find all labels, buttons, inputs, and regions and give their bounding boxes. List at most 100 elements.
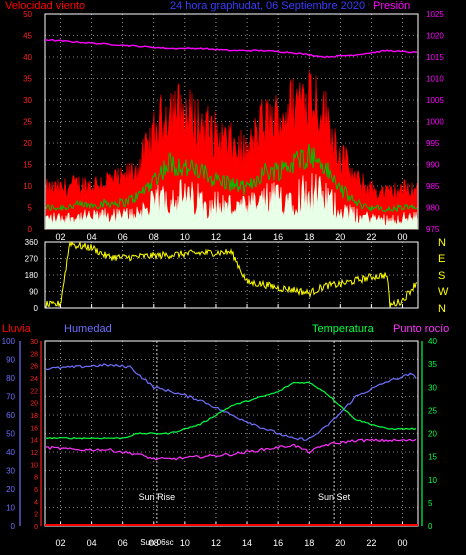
- humidity-ytick-9: 90: [6, 356, 15, 365]
- direction-ytick-4: 360: [25, 238, 39, 247]
- rain-ytick-13: 26: [30, 364, 38, 371]
- climate-xlabel-4: 10: [180, 538, 190, 548]
- pressure-ytick-7: 1010: [426, 75, 444, 84]
- rain-ytick-5: 10: [30, 462, 38, 469]
- temp-ytick-8: 40: [428, 337, 437, 346]
- temp-ytick-5: 25: [428, 406, 437, 415]
- direction-ytick-0: 0: [34, 304, 39, 313]
- rain-ytick-7: 14: [30, 438, 38, 445]
- pressure-ytick-4: 995: [426, 139, 440, 148]
- wind-ytick-9: 45: [23, 32, 32, 41]
- temperature-series: [45, 381, 417, 440]
- wind-xlabel-6: 14: [242, 232, 252, 242]
- compass-label-4: N: [438, 237, 446, 249]
- wind-average-series: [45, 143, 418, 213]
- climate-xlabel-9: 20: [335, 538, 345, 548]
- climate-xlabel-7: 16: [273, 538, 283, 548]
- rain-ytick-6: 12: [30, 450, 38, 457]
- pressure-ytick-1: 980: [426, 204, 440, 213]
- pressure-series: [44, 38, 418, 59]
- dewpoint-label: Punto rocío: [393, 323, 449, 335]
- humidity-label: Humedad: [64, 323, 112, 335]
- wind-xlabel-3: 08: [149, 232, 159, 242]
- climate-xlabel-10: 22: [366, 538, 376, 548]
- rain-label: Lluvia: [2, 323, 32, 335]
- wind-xlabel-1: 04: [87, 232, 97, 242]
- climate-xlabel-3: 08: [149, 538, 159, 548]
- pressure-ytick-8: 1015: [426, 53, 444, 62]
- rain-ytick-10: 20: [30, 401, 38, 408]
- temp-ytick-3: 15: [428, 453, 437, 462]
- pressure-ytick-5: 1000: [426, 118, 444, 127]
- sunrise-label: Sun Rise: [139, 492, 176, 502]
- humidity-ytick-5: 50: [6, 430, 15, 439]
- wind-xlabel-5: 12: [211, 232, 221, 242]
- wind-xlabel-9: 20: [335, 232, 345, 242]
- compass-label-0: N: [438, 303, 446, 315]
- pressure-ytick-9: 1020: [426, 32, 444, 41]
- wind-ytick-10: 50: [23, 10, 32, 19]
- wind-ytick-1: 5: [28, 204, 33, 213]
- rain-ytick-1: 2: [34, 512, 38, 519]
- temp-ytick-6: 30: [428, 383, 437, 392]
- wind-xlabel-2: 06: [118, 232, 128, 242]
- climate-xlabel-11: 00: [397, 538, 407, 548]
- wind-xlabel-7: 16: [273, 232, 283, 242]
- pressure-ytick-3: 990: [426, 161, 440, 170]
- compass-label-2: S: [438, 270, 445, 282]
- wind-speed-label: Velocidad viento: [5, 0, 85, 12]
- pressure-label: Presión: [373, 0, 410, 12]
- climate-xlabel-6: 14: [242, 538, 252, 548]
- pressure-ytick-2: 985: [426, 182, 440, 191]
- rain-ytick-2: 4: [34, 499, 38, 506]
- dewpoint-series: [45, 438, 417, 461]
- rain-ytick-14: 28: [30, 351, 38, 358]
- wind-low-series: [45, 173, 418, 230]
- rain-ytick-4: 8: [34, 475, 38, 482]
- direction-ytick-2: 180: [25, 271, 39, 280]
- pressure-ytick-6: 1005: [426, 96, 444, 105]
- rain-ytick-8: 16: [30, 425, 38, 432]
- wind-gust-series: [45, 70, 418, 230]
- rain-ytick-0: 0: [34, 524, 38, 531]
- humidity-ytick-10: 100: [2, 337, 16, 346]
- climate-xlabel-1: 04: [87, 538, 97, 548]
- rain-ytick-15: 30: [30, 339, 38, 346]
- wind-ytick-4: 20: [23, 139, 32, 148]
- humidity-ytick-2: 20: [6, 485, 15, 494]
- climate-xlabel-2: 06: [118, 538, 128, 548]
- compass-label-1: W: [438, 286, 449, 298]
- temp-ytick-7: 35: [428, 360, 437, 369]
- rain-ytick-11: 22: [30, 388, 38, 395]
- pressure-ytick-10: 1025: [426, 10, 444, 19]
- climate-xlabel-5: 12: [211, 538, 221, 548]
- direction-ytick-1: 90: [29, 288, 38, 297]
- pressure-ytick-0: 975: [426, 225, 440, 234]
- temperature-label: Temperatura: [312, 323, 375, 335]
- rain-ytick-3: 6: [34, 487, 38, 494]
- direction-series: [45, 240, 418, 308]
- wind-xlabel-11: 00: [397, 232, 407, 242]
- humidity-ytick-0: 0: [11, 522, 16, 531]
- wind-ytick-0: 0: [28, 225, 33, 234]
- humidity-ytick-4: 40: [6, 448, 15, 457]
- chart-title: 24 hora graphudat, 06 Septiembre 2020: [170, 0, 365, 12]
- climate-xlabel-8: 18: [304, 538, 314, 548]
- climate-xlabel-0: 02: [56, 538, 66, 548]
- temp-ytick-2: 10: [428, 476, 437, 485]
- wind-ytick-6: 30: [23, 96, 32, 105]
- rain-ytick-12: 24: [30, 376, 38, 383]
- humidity-series: [45, 363, 417, 442]
- wind-ytick-7: 35: [23, 75, 32, 84]
- temp-ytick-1: 5: [428, 499, 433, 508]
- wind-ytick-5: 25: [23, 118, 32, 127]
- sunset-label: Sun Set: [318, 492, 351, 502]
- temp-ytick-4: 20: [428, 430, 437, 439]
- wind-xlabel-0: 02: [56, 232, 66, 242]
- wind-xlabel-4: 10: [180, 232, 190, 242]
- wind-xlabel-10: 22: [366, 232, 376, 242]
- wind-ytick-3: 15: [23, 161, 32, 170]
- humidity-ytick-3: 30: [6, 467, 15, 476]
- humidity-ytick-1: 10: [6, 504, 15, 513]
